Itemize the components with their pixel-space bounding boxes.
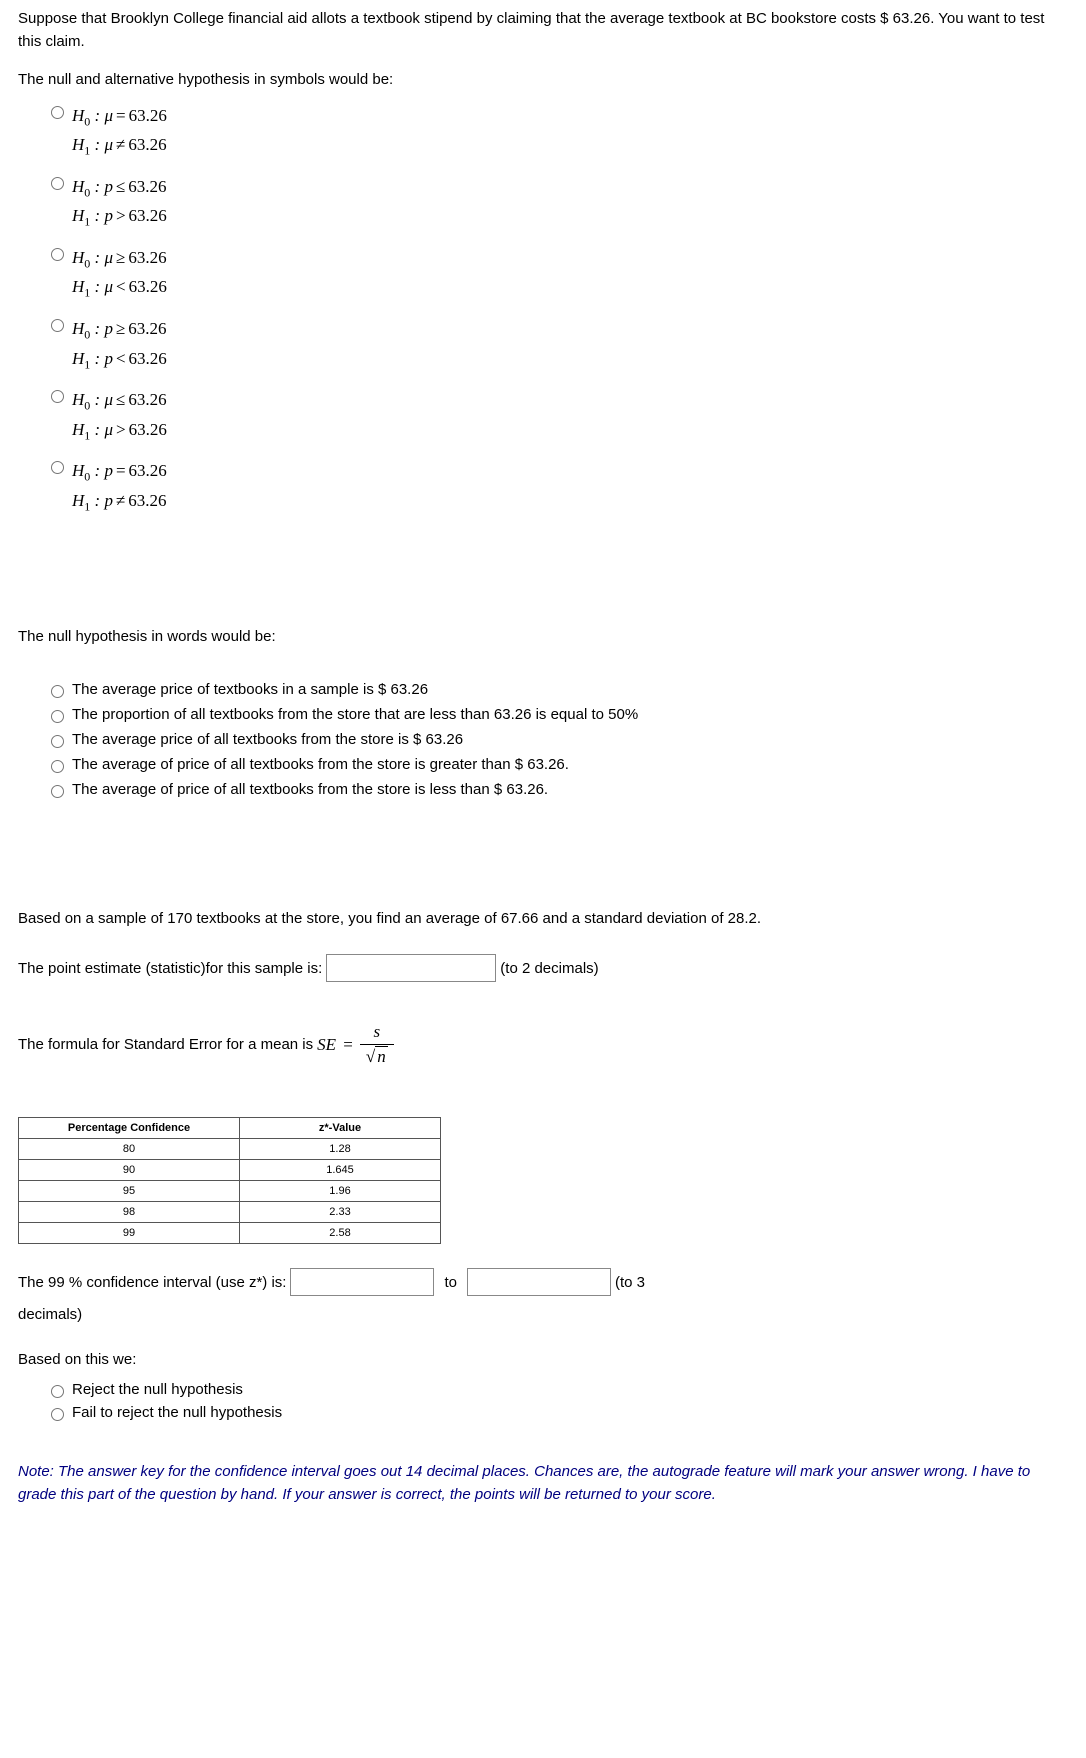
ci-suffix: (to 3: [615, 1274, 645, 1291]
frac-den: n: [360, 1045, 394, 1067]
hyp-content-1: H0 : p≤63.26 H1 : p>63.26: [72, 173, 167, 232]
point-estimate-suffix: (to 2 decimals): [500, 960, 598, 977]
nw-label-3: The average of price of all textbooks fr…: [72, 756, 569, 773]
conc-label-1: Fail to reject the null hypothesis: [72, 1404, 282, 1421]
point-estimate-input[interactable]: [326, 954, 496, 982]
hyp-radio-4[interactable]: [51, 390, 64, 403]
nw-radio-0[interactable]: [51, 685, 64, 698]
nw-label-1: The proportion of all textbooks from the…: [72, 706, 638, 723]
hyp-option-5[interactable]: H0 : p=63.26 H1 : p≠63.26: [46, 457, 1068, 516]
hyp-content-3: H0 : p≥63.26 H1 : p<63.26: [72, 315, 167, 374]
hyp-radio-5[interactable]: [51, 461, 64, 474]
se-eq: =: [340, 1035, 356, 1054]
hyp-option-2[interactable]: H0 : μ≥63.26 H1 : μ<63.26: [46, 244, 1068, 303]
hyp-radio-2[interactable]: [51, 248, 64, 261]
intro-text: Suppose that Brooklyn College financial …: [18, 8, 1068, 53]
table-row: 951.96: [19, 1181, 441, 1202]
table-row: 992.58: [19, 1223, 441, 1244]
hyp-option-4[interactable]: H0 : μ≤63.26 H1 : μ>63.26: [46, 386, 1068, 445]
null-words-options: The average price of textbooks in a samp…: [46, 681, 1068, 798]
nw-label-0: The average price of textbooks in a samp…: [72, 681, 428, 698]
hyp-content-2: H0 : μ≥63.26 H1 : μ<63.26: [72, 244, 167, 303]
nw-option-4[interactable]: The average of price of all textbooks fr…: [46, 781, 1068, 798]
nw-radio-4[interactable]: [51, 785, 64, 798]
ci-to: to: [444, 1274, 457, 1291]
nw-radio-2[interactable]: [51, 735, 64, 748]
hypothesis-symbol-options: H0 : μ=63.26 H1 : μ≠63.26 H0 : p≤63.26 H…: [46, 102, 1068, 517]
point-estimate-label: The point estimate (statistic)for this s…: [18, 960, 322, 977]
frac-num: s: [360, 1022, 394, 1045]
nw-option-0[interactable]: The average price of textbooks in a samp…: [46, 681, 1068, 698]
conc-option-0[interactable]: Reject the null hypothesis: [46, 1381, 1068, 1398]
conc-radio-1[interactable]: [51, 1408, 64, 1421]
nw-label-2: The average price of all textbooks from …: [72, 731, 463, 748]
hyp-content-4: H0 : μ≤63.26 H1 : μ>63.26: [72, 386, 167, 445]
conc-label-0: Reject the null hypothesis: [72, 1381, 243, 1398]
conc-radio-0[interactable]: [51, 1385, 64, 1398]
based-on-label: Based on this we:: [18, 1349, 1068, 1372]
nw-radio-1[interactable]: [51, 710, 64, 723]
ci-lower-input[interactable]: [290, 1268, 434, 1296]
conclusion-options: Reject the null hypothesis Fail to rejec…: [46, 1381, 1068, 1421]
table-row: 982.33: [19, 1202, 441, 1223]
hyp-radio-0[interactable]: [51, 106, 64, 119]
conc-option-1[interactable]: Fail to reject the null hypothesis: [46, 1404, 1068, 1421]
ztable-header-1: z*-Value: [240, 1118, 441, 1139]
ci-decimals: decimals): [18, 1304, 1068, 1327]
hyp-radio-1[interactable]: [51, 177, 64, 190]
hyp-option-0[interactable]: H0 : μ=63.26 H1 : μ≠63.26: [46, 102, 1068, 161]
se-fraction: s n: [360, 1022, 394, 1067]
nw-radio-3[interactable]: [51, 760, 64, 773]
table-row: 801.28: [19, 1139, 441, 1160]
nw-option-3[interactable]: The average of price of all textbooks fr…: [46, 756, 1068, 773]
hyp-content-5: H0 : p=63.26 H1 : p≠63.26: [72, 457, 167, 516]
ci-label: The 99 % confidence interval (use z*) is…: [18, 1274, 286, 1291]
nw-option-1[interactable]: The proportion of all textbooks from the…: [46, 706, 1068, 723]
ztable-header-0: Percentage Confidence: [19, 1118, 240, 1139]
nw-option-2[interactable]: The average price of all textbooks from …: [46, 731, 1068, 748]
sample-text: Based on a sample of 170 textbooks at th…: [18, 908, 1068, 931]
z-table: Percentage Confidence z*-Value 801.28 90…: [18, 1117, 441, 1244]
table-row: 901.645: [19, 1160, 441, 1181]
hyp-option-1[interactable]: H0 : p≤63.26 H1 : p>63.26: [46, 173, 1068, 232]
hypothesis-prompt: The null and alternative hypothesis in s…: [18, 69, 1068, 92]
se-label: The formula for Standard Error for a mea…: [18, 1036, 313, 1053]
note-text: Note: The answer key for the confidence …: [18, 1461, 1068, 1506]
hyp-radio-3[interactable]: [51, 319, 64, 332]
ci-upper-input[interactable]: [467, 1268, 611, 1296]
hyp-option-3[interactable]: H0 : p≥63.26 H1 : p<63.26: [46, 315, 1068, 374]
null-words-prompt: The null hypothesis in words would be:: [18, 626, 1068, 649]
nw-label-4: The average of price of all textbooks fr…: [72, 781, 548, 798]
hyp-content-0: H0 : μ=63.26 H1 : μ≠63.26: [72, 102, 167, 161]
se-var: SE: [317, 1035, 336, 1054]
